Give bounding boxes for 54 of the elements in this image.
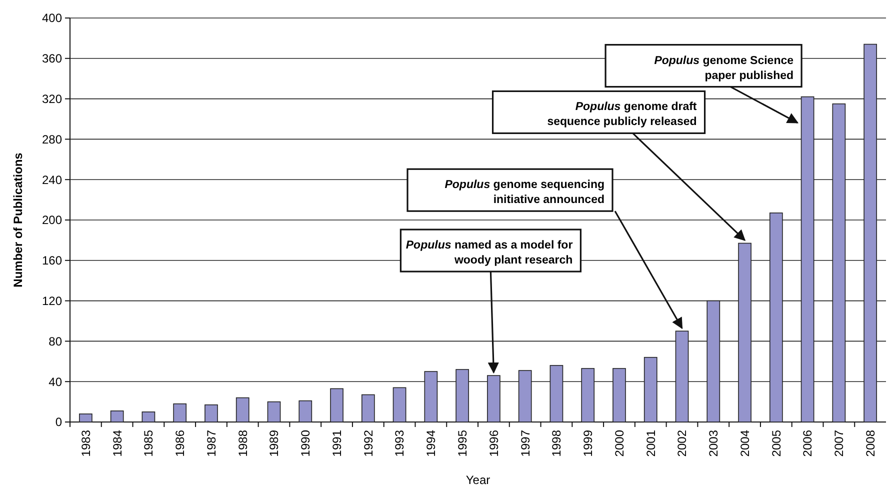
x-tick-label: 2004 [738, 430, 752, 457]
x-tick-label: 1993 [392, 430, 407, 457]
x-tick-label: 2007 [832, 430, 846, 457]
y-tick-label: 200 [42, 213, 62, 228]
y-axis-title: Number of Publications [11, 152, 25, 288]
x-tick-label: 1985 [142, 430, 156, 457]
x-tick-label: 1992 [361, 430, 376, 457]
bar [330, 388, 344, 422]
y-tick-label: 320 [42, 92, 62, 106]
bar [110, 410, 124, 422]
x-tick-label: 1996 [486, 430, 501, 457]
bar [204, 404, 218, 422]
x-tick-label: 1994 [424, 430, 438, 457]
x-tick-label: 2002 [675, 430, 690, 457]
annotation: Populus genome sequencing initiative announced [444, 179, 604, 206]
bar [392, 387, 406, 422]
x-tick-label: 1988 [236, 430, 250, 457]
x-tick-label: 2008 [864, 430, 878, 457]
x-tick-label: 2003 [706, 430, 721, 457]
y-tick-label: 400 [42, 11, 62, 26]
bar [267, 401, 281, 422]
y-tick-label: 120 [42, 294, 62, 308]
y-tick-label: 240 [42, 172, 62, 187]
y-tick-label: 40 [48, 374, 62, 389]
y-tick-label: 360 [42, 52, 62, 66]
x-tick-label: 1991 [330, 430, 344, 457]
bar [173, 403, 187, 422]
x-tick-label: 1989 [267, 430, 282, 457]
y-tick-label: 80 [48, 334, 62, 348]
x-tick-label: 1984 [110, 430, 124, 457]
x-tick-label: 1983 [78, 430, 93, 457]
annotation: Populus genome Science paper published [654, 54, 794, 82]
x-tick-label: 2000 [612, 430, 626, 457]
bar [142, 412, 156, 422]
x-tick-label: 1990 [298, 430, 313, 457]
annotation: Populus named as a model for woody plant research [406, 240, 574, 267]
x-tick-label: 1986 [173, 430, 188, 457]
x-tick-label: 1995 [456, 430, 470, 457]
bar [236, 397, 250, 422]
bar [79, 414, 92, 422]
x-tick-label: 1998 [550, 430, 564, 457]
x-axis-title: Year [466, 473, 490, 487]
x-tick-label: 1999 [581, 430, 596, 457]
x-tick-label: 2001 [644, 430, 658, 457]
y-tick-label: 160 [42, 254, 62, 268]
annotation: Populus genome draft sequence publicly released [547, 101, 697, 128]
x-tick-label: 1997 [518, 430, 532, 457]
x-tick-label: 2005 [769, 430, 784, 457]
bar [298, 400, 312, 422]
bar [361, 394, 375, 422]
y-tick-label: 0 [55, 415, 62, 430]
y-tick-label: 280 [42, 132, 62, 146]
x-tick-label: 1987 [204, 430, 218, 457]
x-tick-label: 2006 [800, 430, 815, 457]
